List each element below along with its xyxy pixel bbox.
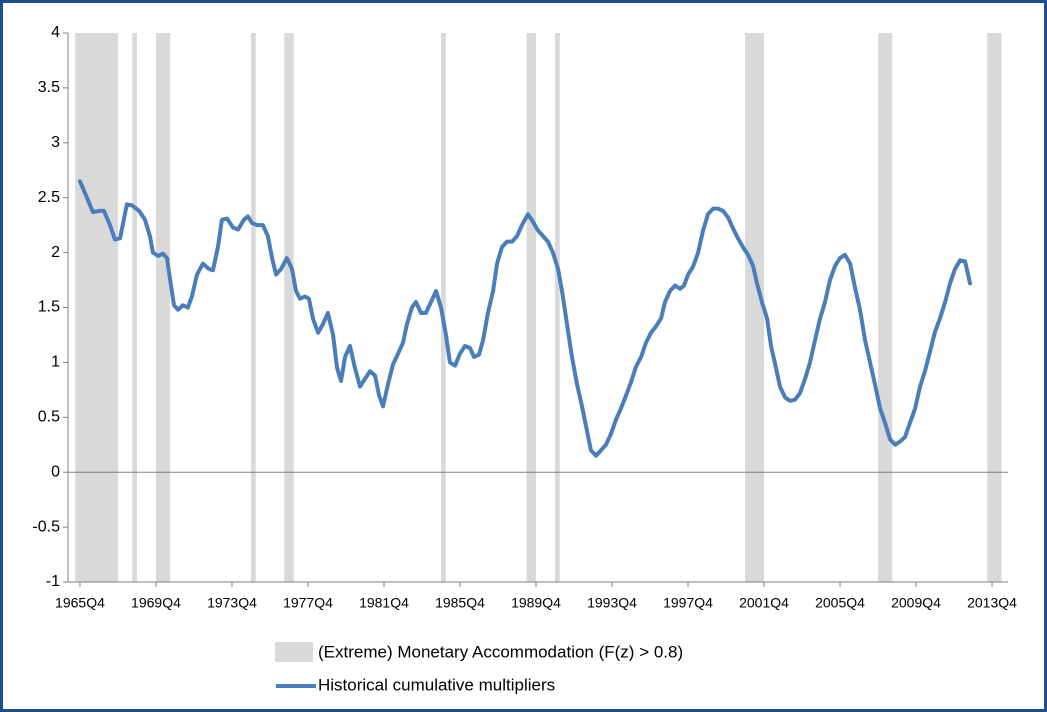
- x-tick-label: 1969Q4: [131, 595, 181, 611]
- x-tick-label: 1997Q4: [663, 595, 713, 611]
- legend-label: (Extreme) Monetary Accommodation (F(z) >…: [318, 642, 683, 661]
- x-tick-label: 2001Q4: [739, 595, 789, 611]
- y-tick-label: -0.5: [32, 518, 60, 535]
- y-tick-label: 3: [51, 134, 60, 151]
- shaded-band: [555, 33, 560, 582]
- shaded-band: [878, 33, 893, 582]
- shaded-band: [155, 33, 171, 582]
- x-tick-label: 1981Q4: [359, 595, 409, 611]
- y-tick-label: 2: [51, 244, 60, 261]
- y-tick-label: 2.5: [38, 189, 60, 206]
- x-tick-label: 1965Q4: [55, 595, 105, 611]
- line-series: [77, 179, 972, 458]
- shaded-band: [75, 33, 118, 582]
- x-tick-label: 1993Q4: [587, 595, 637, 611]
- shaded-band: [250, 33, 256, 582]
- x-tick-label: 2005Q4: [815, 595, 865, 611]
- y-tick-label: 3.5: [38, 79, 60, 96]
- shaded-band: [284, 33, 294, 582]
- y-tick-label: 4: [51, 24, 60, 41]
- y-tick-label: 1: [51, 354, 60, 371]
- shaded-band: [745, 33, 765, 582]
- x-tick-label: 1973Q4: [207, 595, 257, 611]
- y-tick-label: -1: [46, 573, 60, 590]
- y-tick-label: 0.5: [38, 409, 60, 426]
- shaded-band: [132, 33, 137, 582]
- x-tick-label: 1977Q4: [283, 595, 333, 611]
- shaded-band: [987, 33, 1002, 582]
- shaded-band: [526, 33, 537, 582]
- x-tick-label: 1989Q4: [511, 595, 561, 611]
- y-tick-label: 1.5: [38, 299, 60, 316]
- x-tick-label: 1985Q4: [435, 595, 485, 611]
- x-tick-label: 2013Q4: [967, 595, 1017, 611]
- y-tick-label: 0: [51, 463, 60, 480]
- x-tick-label: 2009Q4: [891, 595, 941, 611]
- legend-swatch: [275, 642, 313, 662]
- shaded-band: [440, 33, 446, 582]
- legend-label: Historical cumulative multipliers: [318, 675, 555, 694]
